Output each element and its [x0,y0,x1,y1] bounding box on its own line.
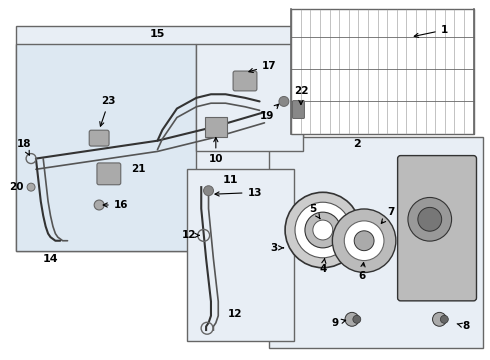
Circle shape [27,183,35,191]
Text: 8: 8 [457,321,470,332]
Polygon shape [291,9,473,134]
Bar [17,26,303,251]
Text: 15: 15 [150,28,165,39]
Circle shape [353,315,361,323]
Text: 11: 11 [222,175,238,185]
FancyBboxPatch shape [97,163,121,185]
Circle shape [418,207,441,231]
Circle shape [408,198,452,241]
Text: 2: 2 [353,139,361,149]
Text: 3: 3 [270,243,283,253]
Text: 20: 20 [9,182,24,192]
FancyBboxPatch shape [205,117,227,137]
Circle shape [279,96,289,106]
Circle shape [332,209,396,273]
Circle shape [433,312,446,326]
Text: 21: 21 [131,164,145,174]
Text: 7: 7 [381,207,394,223]
Text: 16: 16 [103,200,128,210]
Text: 12: 12 [182,230,199,240]
FancyBboxPatch shape [233,71,257,91]
Circle shape [203,186,214,196]
Bar [196,44,303,152]
Text: 13: 13 [215,188,262,198]
Circle shape [344,221,384,261]
Circle shape [441,315,448,323]
Text: 22: 22 [294,86,308,104]
FancyBboxPatch shape [293,100,304,118]
Bar [270,137,483,348]
FancyBboxPatch shape [397,156,476,301]
Circle shape [295,202,350,258]
Text: 6: 6 [358,262,366,282]
FancyBboxPatch shape [89,130,109,146]
Circle shape [94,200,104,210]
Text: 12: 12 [228,309,243,319]
Bar [187,169,294,341]
Text: 1: 1 [414,25,448,37]
Text: 4: 4 [319,258,326,274]
Text: 5: 5 [310,203,320,219]
Text: 17: 17 [249,61,277,72]
Text: 23: 23 [100,96,116,126]
Circle shape [305,212,341,248]
Circle shape [345,312,359,326]
Circle shape [313,220,333,240]
Text: 10: 10 [209,138,223,163]
Circle shape [354,231,374,251]
Text: 19: 19 [260,104,279,121]
Circle shape [285,192,361,268]
Text: 9: 9 [331,318,345,328]
Text: 14: 14 [43,253,58,264]
Bar [17,44,196,251]
Text: 18: 18 [17,139,31,155]
